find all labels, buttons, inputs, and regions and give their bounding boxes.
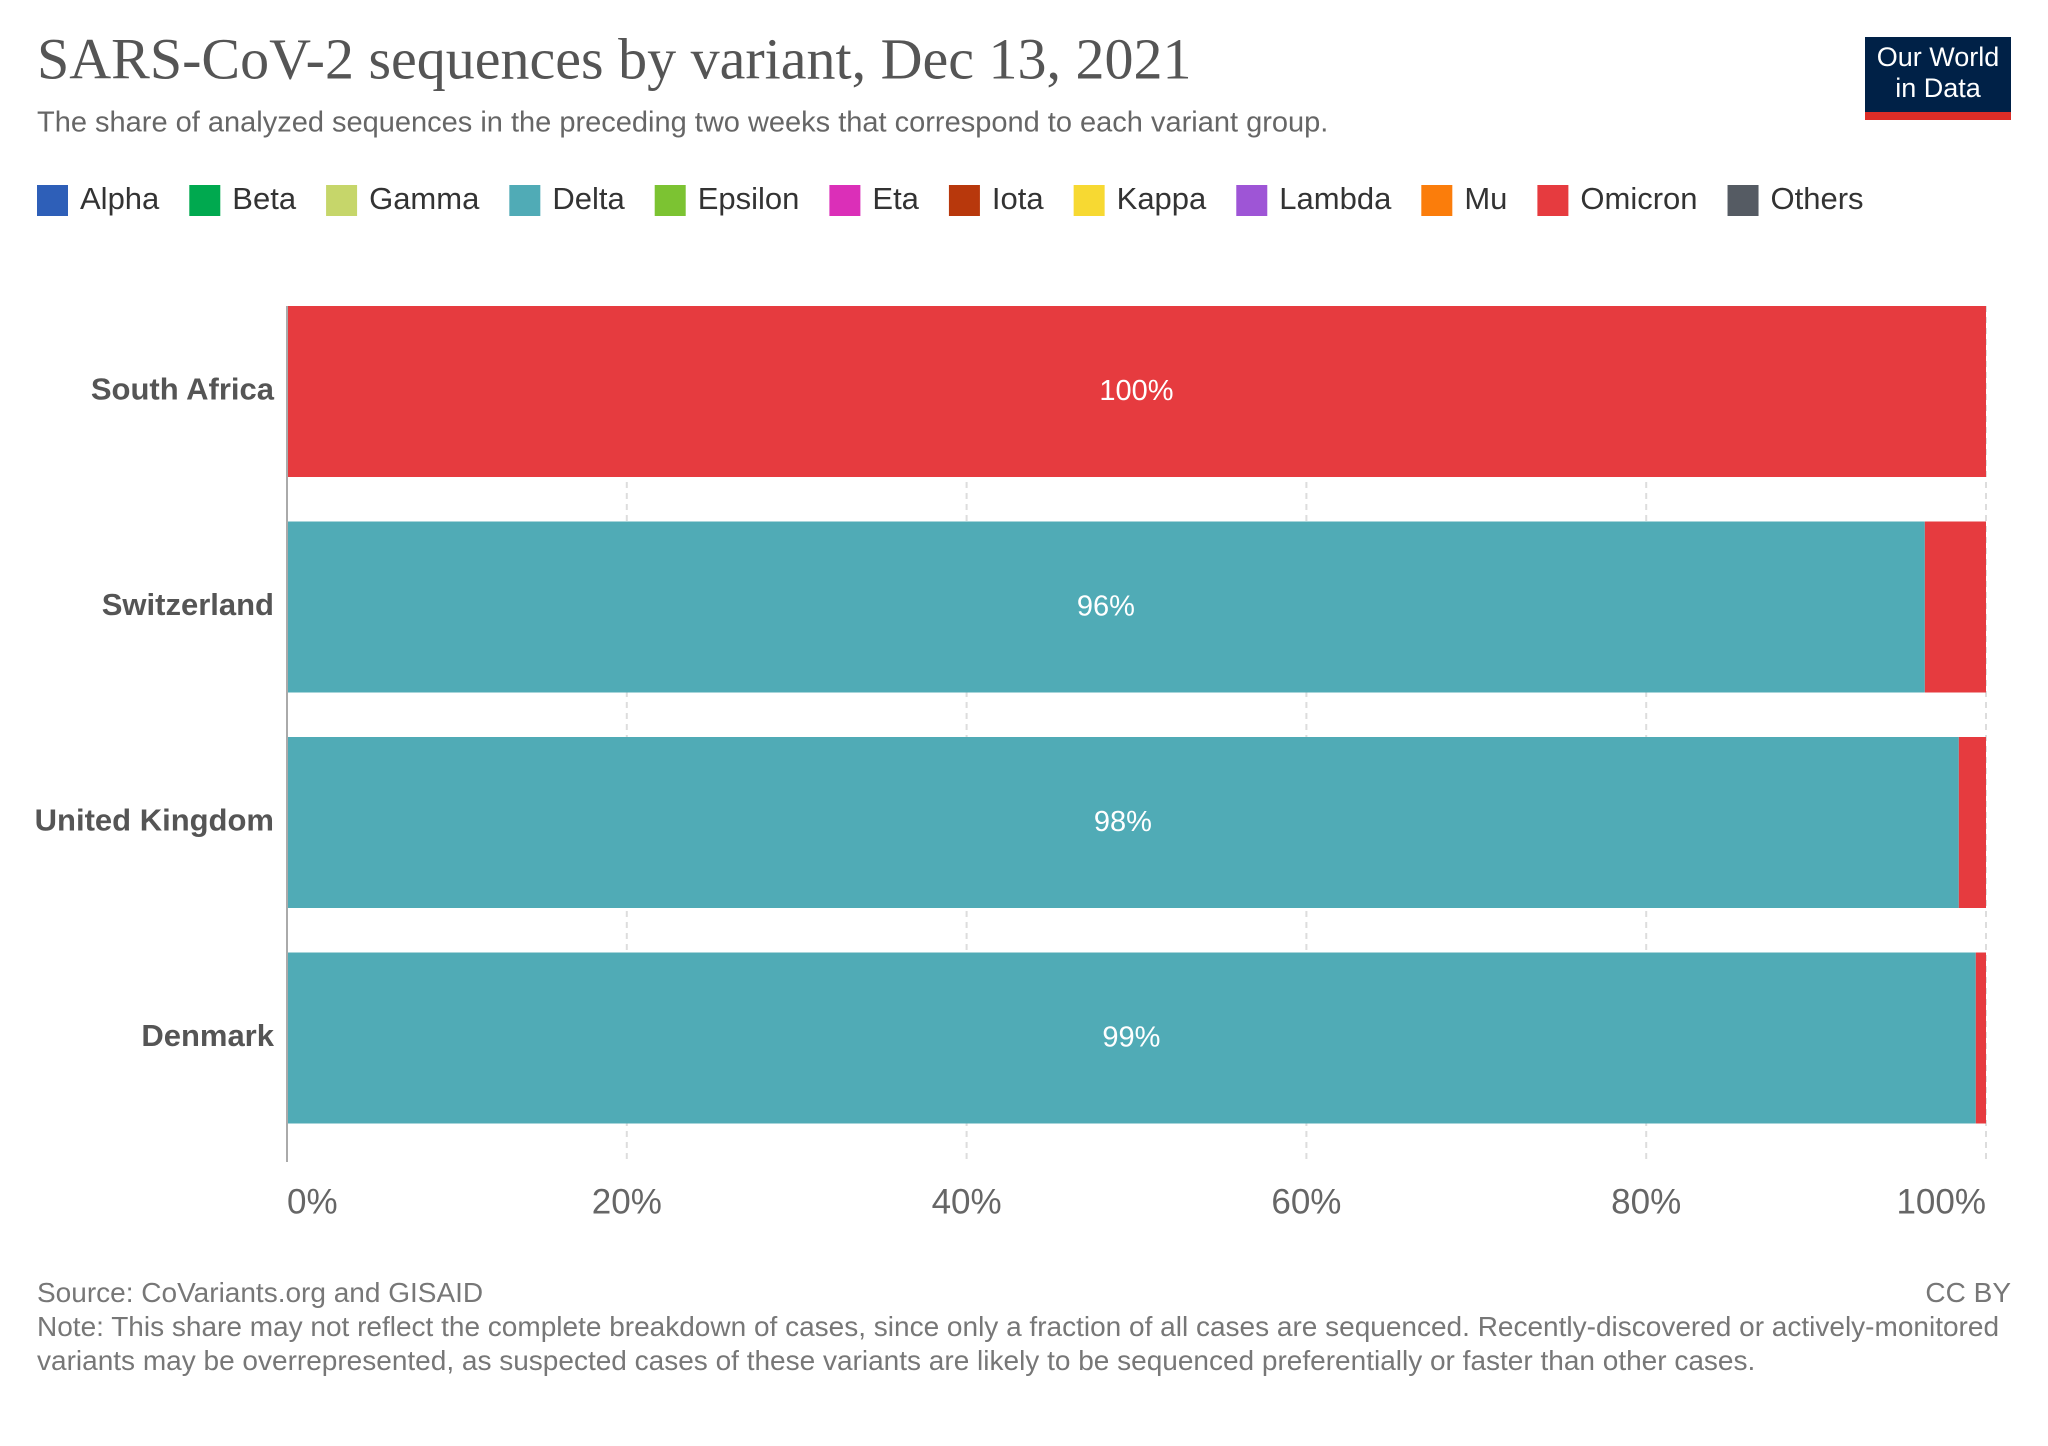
legend-label: Others	[1771, 181, 1864, 216]
logo-text: Our World	[1877, 42, 2000, 72]
legend-swatch	[1236, 185, 1268, 216]
license: CC BY	[1925, 1277, 2011, 1308]
legend-swatch	[948, 185, 980, 216]
x-tick-label: 20%	[592, 1182, 662, 1221]
y-tick-label: South Africa	[91, 372, 275, 407]
value-label: 96%	[1077, 591, 1135, 623]
value-label: 99%	[1102, 1022, 1160, 1054]
bar-segment	[1975, 952, 1986, 1124]
legend-label: Delta	[552, 181, 625, 216]
legend-swatch	[654, 185, 686, 216]
bar-segment	[287, 306, 1986, 477]
legend-label: Lambda	[1279, 181, 1392, 216]
x-tick-label: 40%	[932, 1182, 1002, 1221]
logo-box	[1865, 37, 2011, 120]
legend-label: Alpha	[80, 181, 160, 216]
legend-label: Iota	[992, 181, 1044, 216]
y-tick-label: Denmark	[141, 1018, 274, 1053]
legend-swatch	[1073, 185, 1105, 216]
y-tick-label: Switzerland	[102, 587, 274, 622]
legend-label: Gamma	[369, 181, 480, 216]
legend-label: Eta	[872, 181, 919, 216]
legend-label: Mu	[1464, 181, 1507, 216]
chart-subtitle: The share of analyzed sequences in the p…	[37, 107, 1328, 139]
legend-label: Kappa	[1117, 181, 1207, 216]
logo-stripe	[1865, 112, 2011, 120]
x-tick-label: 80%	[1611, 1182, 1681, 1221]
logo-text: in Data	[1895, 73, 1982, 103]
bar-segment	[1958, 737, 1986, 908]
value-label: 100%	[1099, 375, 1173, 407]
x-tick-label: 100%	[1896, 1182, 1986, 1221]
legend-swatch	[189, 185, 221, 216]
y-tick-label: United Kingdom	[35, 803, 274, 838]
legend-swatch	[1727, 185, 1759, 216]
bar-segment	[287, 952, 1976, 1124]
source: Source: CoVariants.org and GISAID	[37, 1277, 484, 1308]
legend-swatch	[509, 185, 541, 216]
x-tick-label: 60%	[1271, 1182, 1341, 1221]
legend-swatch	[326, 185, 358, 216]
chart-title: SARS-CoV-2 sequences by variant, Dec 13,…	[37, 26, 1191, 91]
value-label: 98%	[1094, 806, 1152, 838]
legend-label: Omicron	[1580, 181, 1697, 216]
legend-swatch	[829, 185, 861, 216]
legend-label: Beta	[232, 181, 297, 216]
note: Note: This share may not reflect the com…	[37, 1311, 2000, 1376]
bar-segment	[287, 737, 1959, 908]
bar-segment	[287, 521, 1925, 693]
legend-swatch	[1421, 185, 1453, 216]
x-tick-label: 0%	[287, 1182, 338, 1221]
legend-label: Epsilon	[698, 181, 800, 216]
legend-swatch	[1537, 185, 1569, 216]
bar-segment	[1924, 521, 1986, 693]
legend-swatch	[37, 185, 68, 216]
